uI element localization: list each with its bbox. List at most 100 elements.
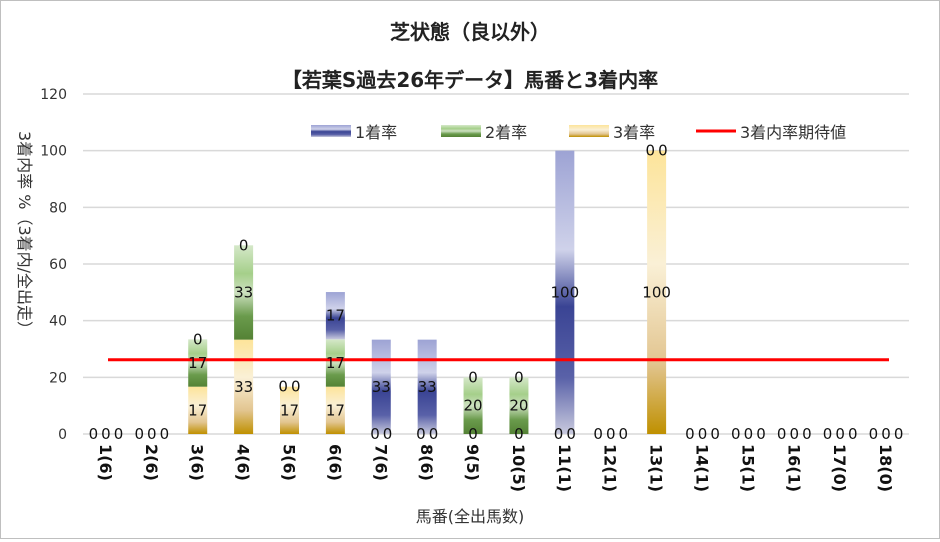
x-tick-label: 11(1) bbox=[555, 444, 574, 492]
data-label: 0 bbox=[848, 425, 858, 443]
data-label: 0 bbox=[835, 425, 845, 443]
data-label: 0 bbox=[468, 425, 478, 443]
x-tick-label: 7(6) bbox=[371, 444, 390, 481]
x-tick-label: 14(1) bbox=[693, 444, 712, 492]
data-label: 0 bbox=[514, 425, 524, 443]
data-label: 33 bbox=[372, 378, 391, 396]
data-label: 33 bbox=[234, 283, 253, 301]
y-tick-label: 40 bbox=[49, 314, 67, 330]
bar-1着率-8(6) bbox=[417, 339, 437, 434]
y-axis-title: 3着内率 %（3着内/全出走） bbox=[15, 131, 34, 337]
bar-2着率-6(6) bbox=[325, 339, 345, 387]
x-axis-title: 馬番(全出馬数) bbox=[416, 507, 525, 526]
bar-3着率-6(6) bbox=[325, 386, 345, 434]
data-label: 17 bbox=[188, 401, 207, 419]
data-label: 0 bbox=[869, 425, 879, 443]
data-label: 0 bbox=[881, 425, 891, 443]
y-tick-label: 80 bbox=[49, 200, 67, 216]
data-label: 0 bbox=[429, 425, 439, 443]
data-label: 0 bbox=[514, 368, 524, 386]
legend-swatch bbox=[311, 125, 351, 137]
data-label: 0 bbox=[731, 425, 741, 443]
x-tick-label: 12(1) bbox=[601, 444, 620, 492]
x-tick-label: 6(6) bbox=[325, 444, 344, 481]
data-label: 0 bbox=[147, 425, 157, 443]
data-label: 0 bbox=[756, 425, 766, 443]
bar-1着率-11(1) bbox=[555, 150, 575, 434]
bar-2着率-4(6) bbox=[234, 245, 254, 340]
x-tick-label: 10(5) bbox=[509, 444, 528, 492]
data-label: 0 bbox=[606, 425, 616, 443]
bar-2着率-10(5) bbox=[509, 377, 529, 434]
data-label: 20 bbox=[464, 397, 483, 415]
x-tick-label: 17(0) bbox=[830, 444, 849, 492]
data-label: 0 bbox=[193, 330, 203, 348]
data-label: 0 bbox=[554, 425, 564, 443]
x-tick-label: 3(6) bbox=[188, 444, 207, 481]
data-label: 0 bbox=[593, 425, 603, 443]
data-label: 17 bbox=[188, 354, 207, 372]
x-tick-label: 15(1) bbox=[738, 444, 757, 492]
data-label: 0 bbox=[777, 425, 787, 443]
x-tick-label: 13(1) bbox=[647, 444, 666, 492]
x-tick-label: 4(6) bbox=[234, 444, 253, 481]
bar-1着率-6(6) bbox=[325, 292, 345, 340]
legend-swatch bbox=[569, 125, 609, 137]
y-tick-label: 120 bbox=[40, 87, 67, 103]
bar-3着率-13(1) bbox=[647, 150, 667, 434]
data-label: 0 bbox=[101, 425, 111, 443]
data-label: 0 bbox=[89, 425, 99, 443]
data-label: 33 bbox=[418, 378, 437, 396]
chart-subtitle: 【若葉S過去26年データ】馬番と3着内率 bbox=[282, 68, 658, 92]
data-label: 17 bbox=[326, 354, 345, 372]
data-label: 0 bbox=[278, 378, 288, 396]
data-label: 100 bbox=[642, 283, 671, 301]
legend: 1着率 2着率 3着率 3着内率期待値 bbox=[311, 123, 846, 142]
data-label: 100 bbox=[551, 283, 580, 301]
data-label: 0 bbox=[566, 425, 576, 443]
x-tick-label: 1(6) bbox=[96, 444, 115, 481]
legend-label: 1着率 bbox=[355, 123, 397, 142]
data-label: 17 bbox=[326, 307, 345, 325]
bar-3着率-4(6) bbox=[234, 339, 254, 434]
data-label: 0 bbox=[619, 425, 629, 443]
data-label: 0 bbox=[894, 425, 904, 443]
bar-2着率-3(6) bbox=[188, 339, 208, 387]
legend-label: 3着内率期待値 bbox=[740, 123, 846, 142]
x-tick-label: 8(6) bbox=[417, 444, 436, 481]
x-tick-label: 5(6) bbox=[280, 444, 299, 481]
x-tick-label: 18(0) bbox=[876, 444, 895, 492]
y-tick-label: 20 bbox=[49, 370, 67, 386]
data-label: 0 bbox=[698, 425, 708, 443]
legend-label: 2着率 bbox=[485, 123, 527, 142]
data-label: 17 bbox=[326, 401, 345, 419]
chart-title: 芝状態（良以外） bbox=[390, 20, 550, 44]
data-label: 0 bbox=[134, 425, 144, 443]
data-label: 20 bbox=[509, 397, 528, 415]
data-label: 0 bbox=[710, 425, 720, 443]
data-label: 0 bbox=[790, 425, 800, 443]
x-tick-label: 9(5) bbox=[463, 444, 482, 481]
x-tick-label: 2(6) bbox=[142, 444, 161, 481]
bar-2着率-9(5) bbox=[463, 377, 483, 434]
legend-swatch bbox=[441, 125, 481, 137]
x-tick-label: 16(1) bbox=[784, 444, 803, 492]
bar-3着率-5(6) bbox=[280, 386, 299, 434]
data-label: 0 bbox=[685, 425, 695, 443]
y-tick-label: 0 bbox=[58, 427, 67, 443]
y-tick-label: 100 bbox=[40, 144, 67, 160]
data-label: 0 bbox=[160, 425, 170, 443]
data-label: 0 bbox=[114, 425, 124, 443]
data-label: 0 bbox=[468, 368, 478, 386]
data-label: 0 bbox=[646, 142, 656, 160]
y-tick-label: 60 bbox=[49, 257, 67, 273]
data-label: 0 bbox=[291, 378, 301, 396]
bar-3着率-3(6) bbox=[188, 386, 208, 434]
data-label: 0 bbox=[658, 142, 668, 160]
bar-1着率-7(6) bbox=[371, 339, 391, 434]
data-label: 0 bbox=[416, 425, 426, 443]
data-label: 0 bbox=[239, 236, 249, 254]
data-label: 0 bbox=[383, 425, 393, 443]
